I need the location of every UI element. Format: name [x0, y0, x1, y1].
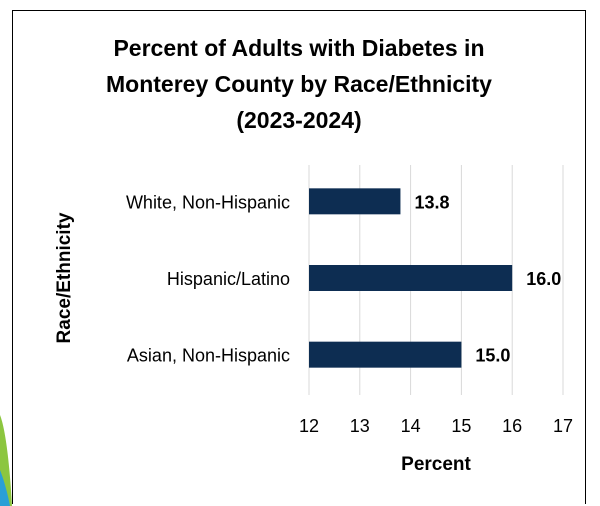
data-label: 13.8 — [414, 192, 449, 212]
data-labels: 13.8 16.0 15.0 — [414, 192, 561, 365]
category-label: Hispanic/Latino — [167, 269, 290, 289]
x-tick-label: 16 — [502, 416, 522, 436]
chart-frame — [12, 10, 586, 504]
chart-title-line-2: Monterey County by Race/Ethnicity — [106, 71, 492, 97]
x-tick-label: 13 — [350, 416, 370, 436]
data-label: 16.0 — [526, 269, 561, 289]
bar — [309, 188, 401, 215]
category-label: Asian, Non-Hispanic — [127, 346, 290, 366]
x-tick-label: 14 — [401, 416, 421, 436]
x-tick-labels: 12 13 14 15 16 17 — [299, 416, 573, 436]
x-tick-label: 17 — [553, 416, 573, 436]
bar — [309, 265, 513, 291]
bars — [309, 188, 513, 368]
x-axis-title: Percent — [401, 454, 471, 475]
chart-title-line-1: Percent of Adults with Diabetes in — [113, 35, 485, 61]
y-axis-title: Race/Ethnicity — [54, 212, 75, 343]
category-labels: White, Non-Hispanic Hispanic/Latino Asian,… — [126, 192, 290, 365]
x-tick-label: 12 — [299, 416, 319, 436]
chart-title: Percent of Adults with Diabetes in Monte… — [12, 30, 586, 138]
chart-title-line-3: (2023-2024) — [236, 107, 362, 133]
x-tick-label: 15 — [451, 416, 471, 436]
data-label: 15.0 — [475, 346, 510, 366]
category-label: White, Non-Hispanic — [126, 192, 290, 212]
bar — [309, 341, 462, 368]
